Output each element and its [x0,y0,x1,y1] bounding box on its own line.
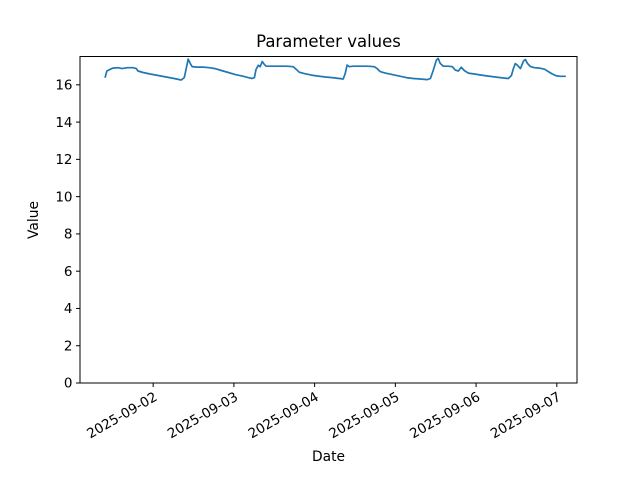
x-tick-label: 2025-09-04 [246,389,322,442]
y-tick-label: 14 [55,115,72,131]
y-axis-label: Value [26,201,42,239]
y-tick-label: 2 [64,338,73,354]
x-tick-label: 2025-09-02 [84,389,160,442]
data-line [104,57,567,81]
y-tick-label: 6 [64,264,73,280]
y-tick-label: 10 [55,189,72,205]
y-tick-label: 12 [55,152,72,168]
x-tick-label: 2025-09-06 [407,389,483,442]
plot-frame [79,56,578,384]
y-tick-label: 16 [55,78,72,94]
x-tick-label: 2025-09-05 [326,389,402,442]
y-tick-label: 8 [64,227,73,243]
chart-title: Parameter values [256,32,401,51]
x-tick-label: 2025-09-07 [488,389,564,442]
x-axis-label: Date [312,449,345,465]
y-tick-label: 4 [64,301,73,317]
y-tick-label: 0 [64,376,73,392]
x-tick-label: 2025-09-03 [165,389,241,442]
